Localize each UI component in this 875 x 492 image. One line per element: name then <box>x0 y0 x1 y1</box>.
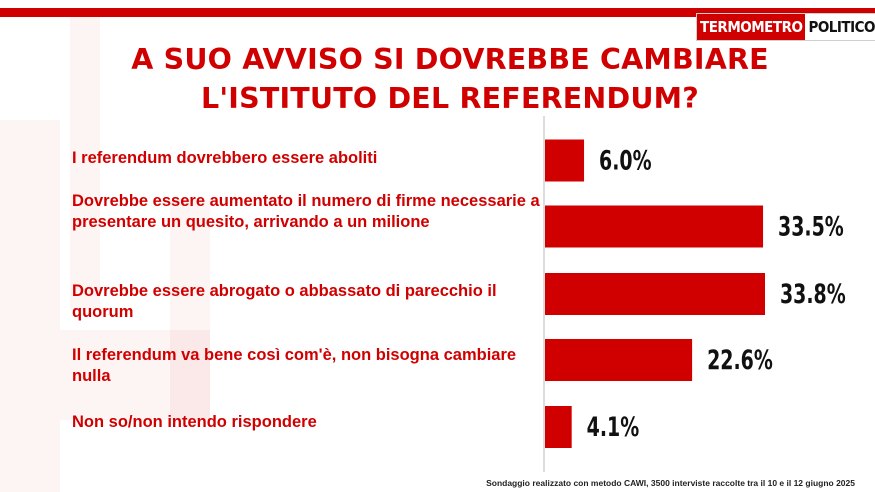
brand-logo-part2: POLITICO <box>805 14 875 40</box>
category-label: Dovrebbe essere abrogato o abbassato di … <box>72 282 497 321</box>
top-accent-bar <box>0 8 875 17</box>
bar-value-label: 22.6% <box>707 344 773 375</box>
bar-value-label: 33.8% <box>780 278 846 309</box>
survey-footnote: Sondaggio realizzato con metodo CAWI, 35… <box>486 478 855 488</box>
bar <box>545 339 693 381</box>
chart-title-line1: A SUO AVVISO SI DOVREBBE CAMBIARE <box>131 43 769 76</box>
bar <box>545 273 765 315</box>
bar <box>545 139 585 182</box>
chart-title-line2: L'ISTITUTO DEL REFERENDUM? <box>201 82 699 115</box>
bar-value-label: 6.0% <box>599 145 652 176</box>
category-label: Dovrebbe essere aumentato il numero di f… <box>72 192 540 231</box>
brand-logo: TERMOMETRO POLITICO <box>697 14 875 40</box>
bar-value-label: 33.5% <box>778 211 844 242</box>
bar-value-label: 4.1% <box>587 411 640 442</box>
bar <box>545 406 572 448</box>
category-label: I referendum dovrebbero essere aboliti <box>72 149 378 167</box>
brand-logo-part1: TERMOMETRO <box>697 14 806 40</box>
category-label: Non so/non intendo rispondere <box>72 413 317 431</box>
bar <box>545 205 764 248</box>
category-label: Il referendum va bene così com'è, non bi… <box>72 346 517 385</box>
